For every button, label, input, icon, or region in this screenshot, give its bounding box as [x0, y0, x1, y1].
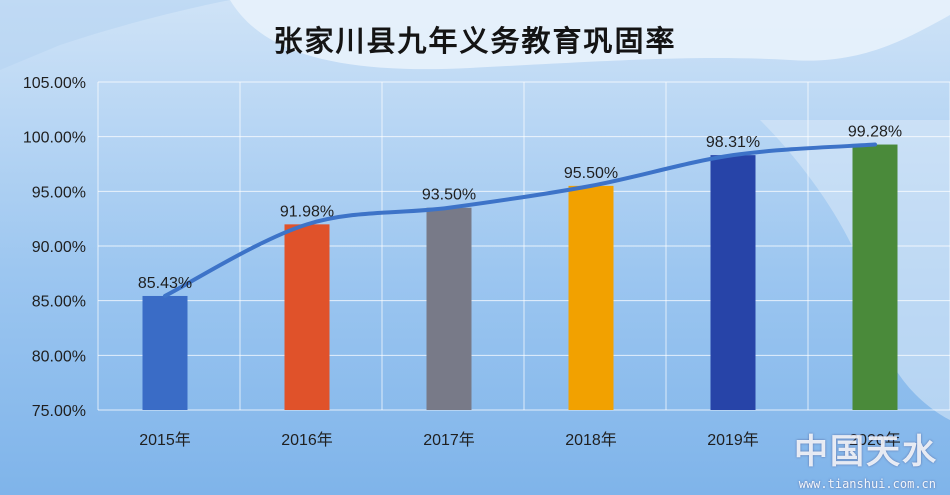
bar-2019年 — [710, 155, 756, 410]
data-label: 95.50% — [564, 165, 618, 182]
x-tick-label: 2020年 — [849, 431, 901, 449]
x-tick-label: 2015年 — [139, 431, 191, 449]
y-tick-label: 90.00% — [32, 239, 86, 256]
data-label: 93.50% — [422, 187, 476, 204]
y-tick-label: 80.00% — [32, 348, 86, 365]
data-label: 85.43% — [138, 275, 192, 292]
watermark-logo: 中国天水 — [794, 432, 938, 472]
y-tick-label: 95.00% — [32, 184, 86, 201]
x-tick-label: 2018年 — [565, 431, 617, 449]
data-label: 91.98% — [280, 203, 334, 220]
y-tick-label: 85.00% — [32, 294, 86, 311]
x-tick-label: 2016年 — [281, 431, 333, 449]
y-tick-label: 75.00% — [32, 403, 86, 420]
x-tick-label: 2017年 — [423, 431, 475, 449]
bar-2016年 — [284, 224, 330, 410]
watermark-url: www.tianshui.com.cn — [798, 477, 936, 491]
y-tick-label: 100.00% — [23, 130, 86, 147]
chart-title: 张家川县九年义务教育巩固率 — [273, 24, 677, 58]
trend-line — [163, 142, 877, 298]
data-label: 98.31% — [706, 134, 760, 151]
bar-2020年 — [852, 144, 898, 410]
bar-2015年 — [142, 295, 188, 410]
y-tick-label: 105.00% — [23, 75, 86, 92]
bar-2018年 — [568, 185, 614, 410]
data-label: 99.28% — [848, 124, 902, 141]
bar-2017年 — [426, 207, 472, 410]
x-tick-label: 2019年 — [707, 431, 759, 449]
